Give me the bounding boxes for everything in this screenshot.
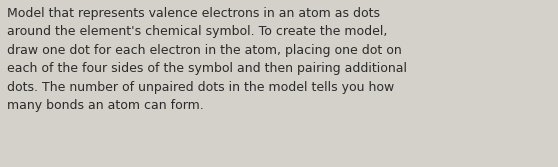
Text: Model that represents valence electrons in an atom as dots
around the element's : Model that represents valence electrons … (7, 7, 407, 112)
